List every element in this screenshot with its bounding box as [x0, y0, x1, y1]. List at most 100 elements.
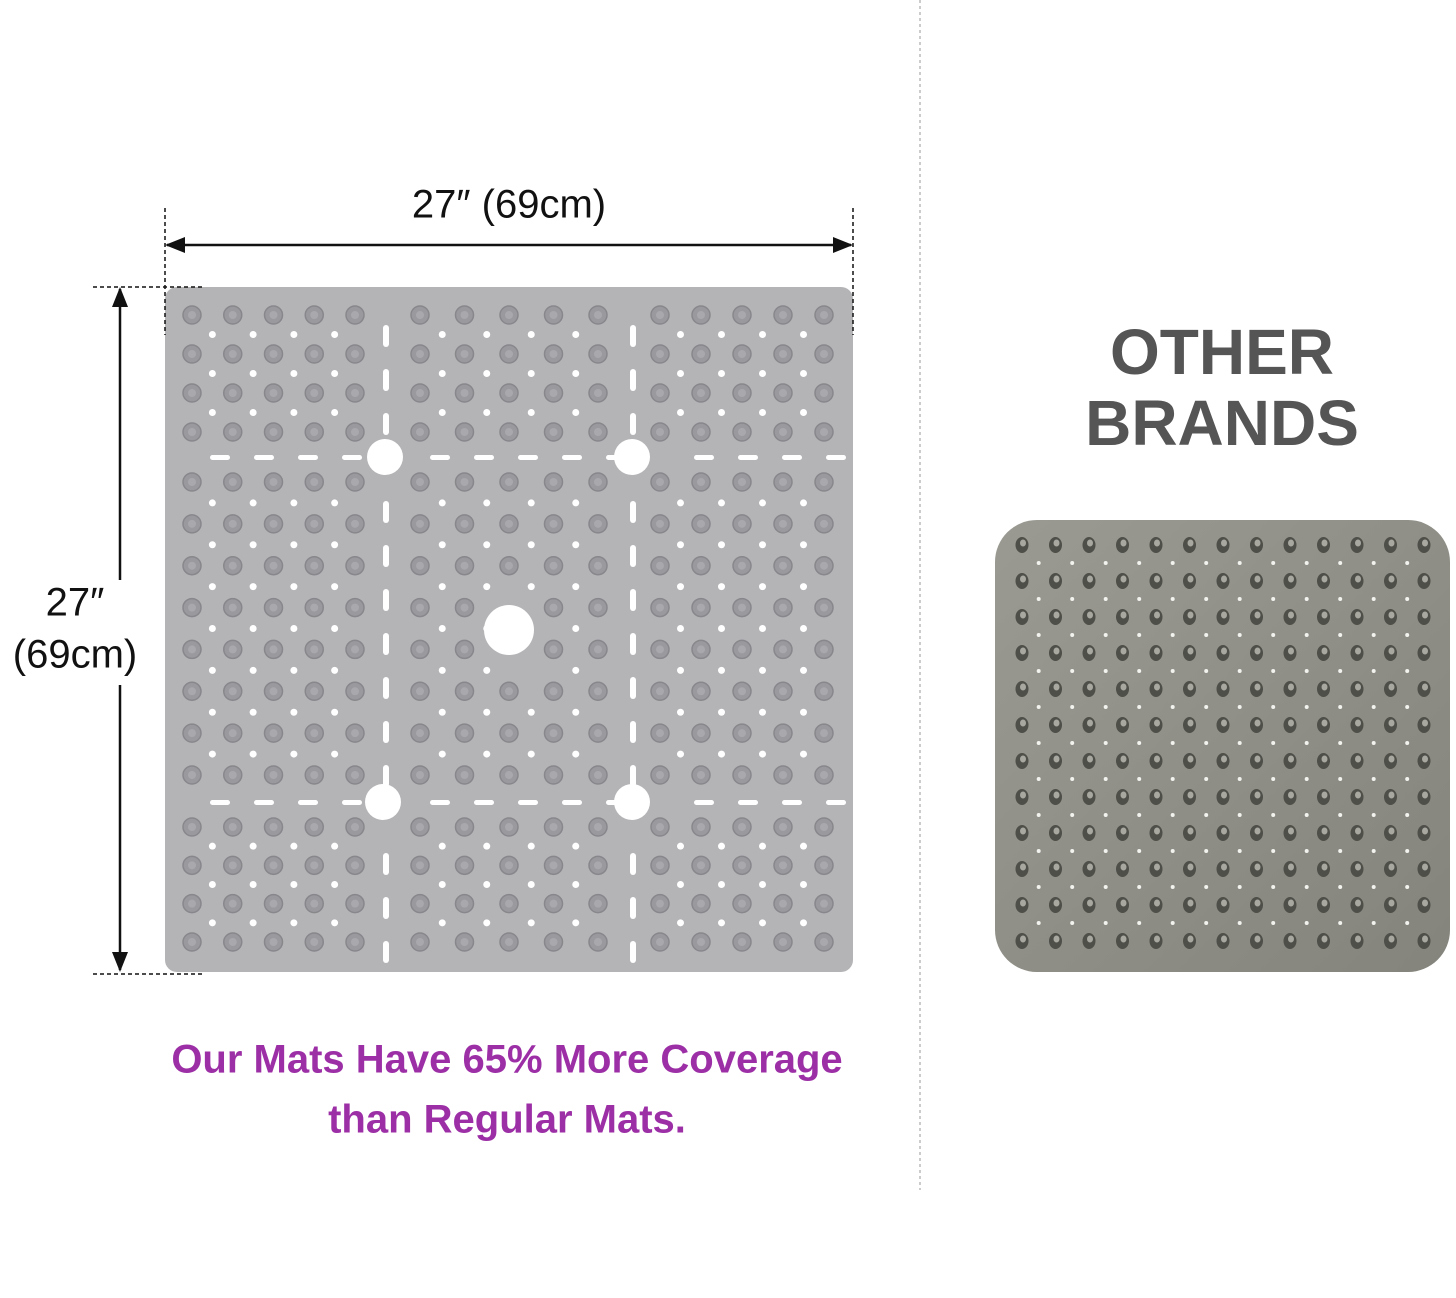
- slot: [630, 941, 636, 963]
- drain-hole: [1103, 561, 1108, 565]
- drain-hole: [677, 842, 684, 850]
- drain-center: [484, 605, 534, 655]
- drain-hole: [483, 499, 491, 507]
- bump-center: [228, 389, 237, 397]
- drain-hole: [1405, 777, 1410, 781]
- drain-hole: [331, 499, 339, 507]
- drain-hole: [1204, 597, 1209, 601]
- drain-hole: [249, 370, 257, 377]
- bump-center: [505, 311, 513, 319]
- bump-center: [738, 938, 746, 946]
- slot: [383, 721, 389, 743]
- drain-hole: [1371, 633, 1376, 637]
- bump-highlight: [1355, 755, 1361, 763]
- bump-center: [779, 823, 787, 831]
- bump-center: [820, 350, 828, 358]
- drain-hole: [290, 370, 298, 377]
- drain-hole: [1338, 741, 1343, 745]
- bump-center: [351, 938, 359, 946]
- slot: [826, 800, 846, 805]
- drain-hole: [331, 842, 339, 850]
- drain-hole: [1036, 849, 1041, 853]
- slot: [342, 800, 362, 805]
- brand-title: OTHER: [1110, 316, 1334, 388]
- bump-center: [656, 687, 664, 696]
- bump-highlight: [1120, 683, 1127, 691]
- bump-center: [505, 938, 513, 946]
- drain-hole: [1070, 561, 1075, 565]
- slot: [383, 413, 389, 435]
- large-hole: [367, 439, 403, 475]
- bump-highlight: [1087, 719, 1093, 727]
- bump-highlight: [1154, 827, 1160, 835]
- drain-hole: [718, 541, 725, 549]
- bump-center: [416, 899, 424, 908]
- bump-center: [228, 478, 237, 486]
- drain-hole: [527, 409, 535, 416]
- drain-hole: [677, 409, 684, 416]
- bump-highlight: [1321, 899, 1328, 907]
- bump-center: [697, 771, 705, 779]
- bump-center: [416, 561, 424, 570]
- slot: [383, 897, 389, 919]
- drain-hole: [290, 708, 298, 716]
- brand-title: BRANDS: [1085, 387, 1359, 459]
- bump-center: [594, 428, 602, 436]
- drain-hole: [1036, 597, 1041, 601]
- drain-hole: [438, 370, 446, 377]
- bump-center: [779, 899, 787, 908]
- drain-hole: [290, 499, 298, 507]
- drain-hole: [1103, 705, 1108, 709]
- bump-center: [188, 389, 196, 397]
- bump-highlight: [1187, 791, 1194, 799]
- drain-hole: [1137, 561, 1142, 565]
- bump-highlight: [1154, 683, 1160, 691]
- bump-center: [228, 687, 237, 696]
- drain-hole: [1103, 633, 1108, 637]
- slot: [210, 800, 230, 805]
- bump-highlight: [1020, 935, 1026, 943]
- bump-highlight: [1355, 791, 1361, 799]
- bump-center: [820, 861, 828, 870]
- bump-center: [188, 861, 196, 870]
- bump-center: [188, 899, 196, 908]
- drain-hole: [1204, 813, 1209, 817]
- slot: [694, 800, 714, 805]
- bump-highlight: [1087, 827, 1093, 835]
- drain-hole: [1304, 705, 1309, 709]
- caption: than Regular Mats.: [328, 1098, 686, 1142]
- drain-hole: [483, 541, 491, 549]
- bump-highlight: [1020, 863, 1026, 871]
- drain-hole: [1405, 921, 1410, 925]
- bump-center: [697, 729, 705, 738]
- bump-highlight: [1120, 791, 1127, 799]
- drain-hole: [759, 331, 766, 338]
- drain-hole: [527, 842, 535, 850]
- drain-hole: [1204, 921, 1209, 925]
- bump-center: [738, 519, 746, 528]
- drain-hole: [759, 625, 766, 632]
- bump-center: [228, 519, 237, 528]
- bump-center: [188, 478, 196, 486]
- drain-hole: [527, 708, 535, 716]
- bump-center: [656, 561, 664, 570]
- drain-hole: [1271, 561, 1276, 565]
- bump-center: [779, 350, 787, 358]
- drain-hole: [1103, 813, 1108, 817]
- bump-center: [269, 389, 278, 397]
- drain-hole: [1371, 561, 1376, 565]
- drain-hole: [572, 583, 580, 591]
- bump-center: [549, 478, 558, 486]
- bump-highlight: [1187, 719, 1194, 727]
- bump-center: [738, 603, 746, 612]
- caption: Our Mats Have 65% More Coverage: [171, 1038, 842, 1082]
- bump-highlight: [1321, 647, 1328, 655]
- bump-center: [269, 938, 278, 946]
- bump-center: [460, 861, 469, 870]
- drain-hole: [527, 370, 535, 377]
- drain-hole: [677, 750, 684, 758]
- bump-center: [228, 823, 237, 831]
- bump-center: [269, 350, 278, 358]
- slot: [383, 853, 389, 875]
- drain-hole: [1271, 633, 1276, 637]
